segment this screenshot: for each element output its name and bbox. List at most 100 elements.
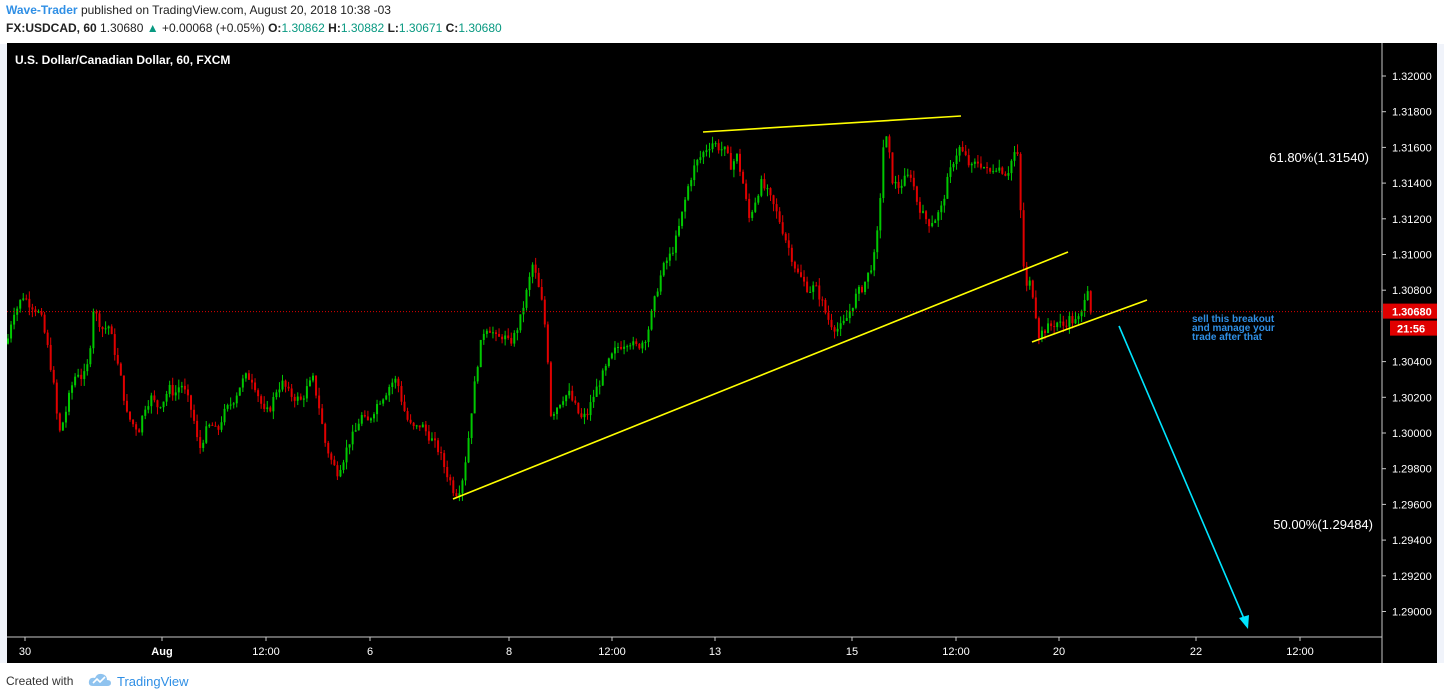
price-tick-label: 1.29800 xyxy=(1392,464,1432,476)
candle-body xyxy=(891,152,894,184)
price-chart[interactable]: U.S. Dollar/Canadian Dollar, 60, FXCM 61… xyxy=(7,43,1437,663)
last-price-badge-text: 1.30680 xyxy=(1392,307,1432,319)
candle-body xyxy=(52,369,55,383)
candle-body xyxy=(635,341,638,344)
change-up-icon: ▲ xyxy=(146,21,159,35)
candle-body xyxy=(336,465,339,477)
candle-body xyxy=(247,373,250,380)
price-tick-label: 1.30200 xyxy=(1392,392,1432,404)
candle-body xyxy=(202,442,205,448)
candle-body xyxy=(870,270,873,273)
candle-body xyxy=(726,146,729,153)
candle-body xyxy=(662,263,665,276)
candle-body xyxy=(156,400,159,408)
price-axis[interactable]: 1.32000 1.31800 1.31600 1.31400 1.31200 1.310… xyxy=(1381,43,1432,663)
target-arrow[interactable] xyxy=(1118,325,1246,622)
candle-body xyxy=(711,143,714,150)
candle-body xyxy=(43,314,46,333)
candle-body xyxy=(714,143,717,145)
candle-body xyxy=(888,136,891,153)
candle-body xyxy=(885,136,888,148)
candle-body xyxy=(269,407,272,412)
lower-trendline[interactable] xyxy=(452,251,1069,500)
candle-body xyxy=(833,327,836,332)
candle-body xyxy=(598,385,601,387)
candle-body xyxy=(348,444,351,448)
candle-body xyxy=(568,390,571,396)
footer: Created with TradingView xyxy=(0,663,1444,700)
candle-body xyxy=(925,211,928,220)
callout-line: sell this breakout xyxy=(1192,314,1275,325)
low-label: L: xyxy=(387,21,399,35)
candle-body xyxy=(735,153,738,162)
candle-body xyxy=(196,420,199,438)
symbol-info: FX:USDCAD, 60 1.30680 ▲ +0.00068 (+0.05%… xyxy=(6,21,502,35)
candle-body xyxy=(403,401,406,412)
candle-body xyxy=(583,413,586,418)
candle-body xyxy=(702,152,705,158)
time-tick-label: 22 xyxy=(1190,646,1202,658)
candle-body xyxy=(220,422,223,430)
time-axis[interactable]: 30 Aug 12:00 6 8 12:00 13 15 12:00 20 22 12:00 xyxy=(7,636,1382,658)
candle-body xyxy=(772,195,775,205)
candle-body xyxy=(894,181,897,184)
callout-line: trade after that xyxy=(1192,332,1263,343)
candle-body xyxy=(845,318,848,321)
candle-body xyxy=(900,185,903,188)
candle-body xyxy=(92,311,95,349)
candle-body xyxy=(793,261,796,269)
candle-body xyxy=(903,175,906,186)
candle-body xyxy=(787,240,790,248)
candle-body xyxy=(922,211,924,213)
candle-body xyxy=(388,387,391,396)
candle-body xyxy=(339,469,342,477)
candle-body xyxy=(507,335,510,338)
callout-box[interactable]: sell this breakout and manage your trade… xyxy=(1185,305,1315,343)
candle-body xyxy=(729,152,732,170)
candle-body xyxy=(989,168,992,172)
candle-body xyxy=(549,362,552,416)
high-label: H: xyxy=(328,21,341,35)
candle-body xyxy=(1071,316,1074,324)
candle-body xyxy=(681,211,684,226)
candle-body xyxy=(74,376,77,386)
candle-body xyxy=(415,425,418,427)
candle-body xyxy=(418,425,421,428)
upper-trendline[interactable] xyxy=(702,115,962,133)
candle-body xyxy=(223,408,226,423)
candle-body xyxy=(373,414,375,419)
candle-body xyxy=(22,298,25,300)
breakout-trendline[interactable] xyxy=(1031,299,1148,343)
candle-body xyxy=(244,373,247,379)
candle-body xyxy=(580,413,583,418)
candle-body xyxy=(37,311,40,313)
candle-body xyxy=(912,177,915,187)
candle-body xyxy=(211,424,214,426)
candle-body xyxy=(104,328,107,330)
candle-body xyxy=(363,415,366,417)
candle-body xyxy=(589,402,592,416)
chart-area[interactable]: U.S. Dollar/Canadian Dollar, 60, FXCM 61… xyxy=(7,43,1437,663)
candle-body xyxy=(623,346,626,349)
candle-body xyxy=(1059,321,1062,323)
candle-body xyxy=(95,311,98,314)
candle-body xyxy=(723,146,726,150)
candle-body xyxy=(1053,326,1056,328)
candle-body xyxy=(1016,152,1019,154)
candle-body xyxy=(13,314,16,325)
created-with-text: Created with xyxy=(6,674,74,688)
tradingview-brand[interactable]: TradingView xyxy=(117,674,189,689)
price-tick-label: 1.29600 xyxy=(1392,499,1432,511)
candle-body xyxy=(848,311,851,319)
published-text: published on TradingView.com, August 20,… xyxy=(80,3,391,17)
candle-body xyxy=(119,363,122,376)
candle-body xyxy=(495,332,497,334)
candle-body xyxy=(519,314,522,331)
candle-body xyxy=(278,389,281,393)
candle-body xyxy=(46,332,49,345)
candle-body xyxy=(98,313,101,328)
price-tick-label: 1.31800 xyxy=(1392,107,1432,119)
author-link[interactable]: Wave-Trader xyxy=(6,3,78,17)
candle-body xyxy=(19,299,22,309)
low-value: 1.30671 xyxy=(398,21,443,35)
